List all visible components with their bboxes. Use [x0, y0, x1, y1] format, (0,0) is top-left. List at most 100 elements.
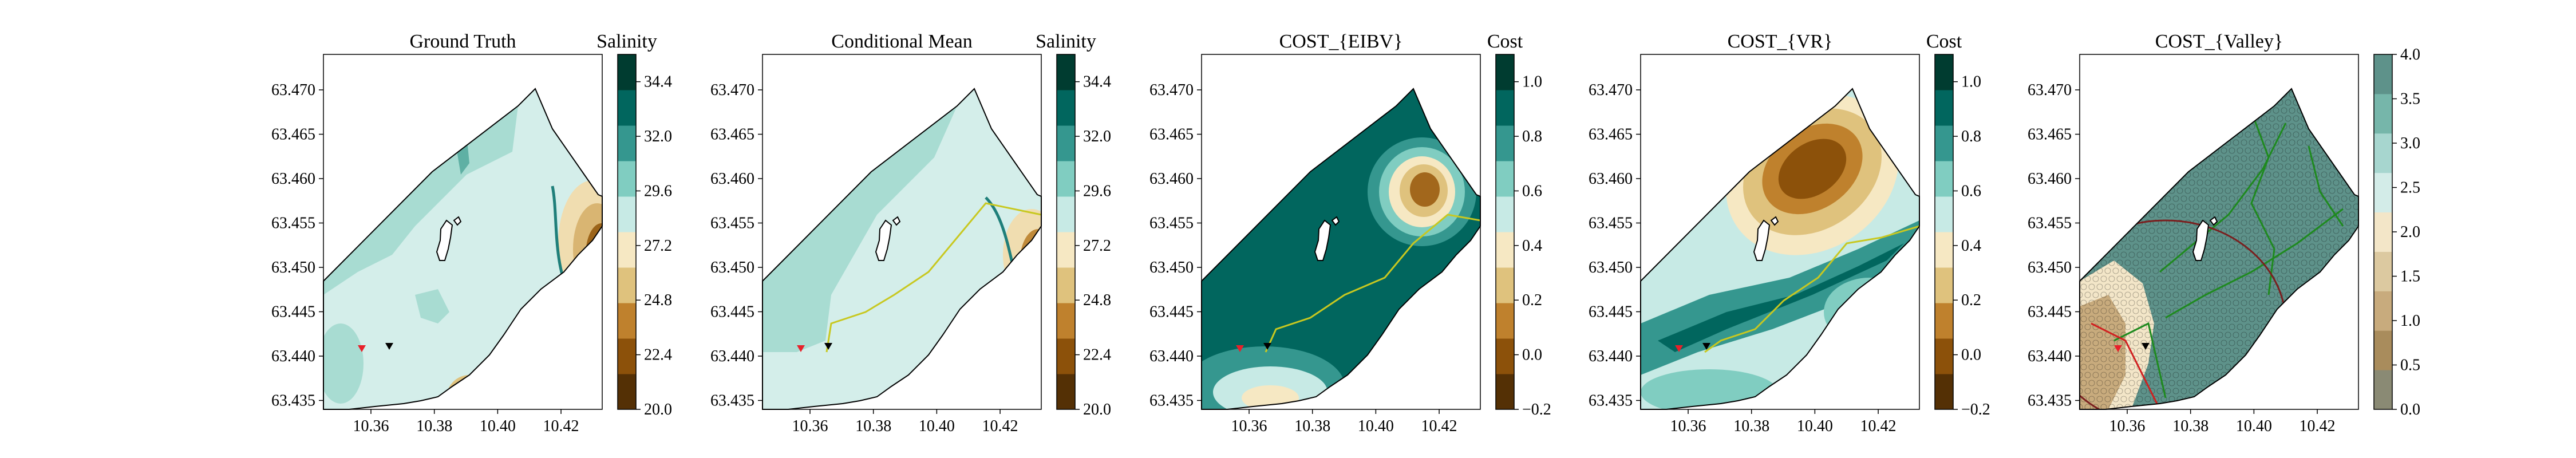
path-line — [825, 202, 1041, 353]
colorbar-tick-label: 24.8 — [1083, 291, 1111, 309]
colorbar-tick-label: 27.2 — [644, 237, 672, 255]
y-tick-label: 63.460 — [2028, 170, 2072, 188]
path-line — [1265, 214, 1480, 353]
y-tick-label: 63.455 — [710, 215, 754, 232]
colorbar-tick-label: 32.0 — [644, 128, 672, 145]
colorbar-tick-label: 3.5 — [2400, 90, 2420, 108]
panel-title: COST_{VR} — [1728, 31, 1833, 52]
colorbar-label: Salinity — [1036, 31, 1096, 52]
y-tick-label: 63.445 — [710, 303, 754, 321]
x-tick-label: 10.42 — [543, 417, 579, 435]
colorbar-tick-label: 1.0 — [1961, 73, 1981, 91]
y-tick-label: 63.460 — [1149, 170, 1194, 188]
start-marker — [1236, 345, 1244, 352]
colorbar-tick-label: 1.0 — [2400, 312, 2420, 330]
y-tick-label: 63.450 — [271, 259, 315, 277]
colorbar-tick-label: 0.6 — [1522, 182, 1542, 200]
colorbar-tick-label: −0.2 — [1522, 401, 1551, 418]
colorbar-tick-label: 0.2 — [1961, 291, 1981, 309]
field-2 — [762, 89, 1041, 409]
colorbar-tick-label: 0.5 — [2400, 357, 2420, 374]
x-tick-label: 10.38 — [1733, 417, 1769, 435]
start-marker — [797, 345, 805, 352]
colorbar-tick-label: 24.8 — [644, 291, 672, 309]
colorbar-label: Salinity — [596, 31, 657, 52]
axes-frame — [1640, 54, 1920, 410]
x-tick-label: 10.40 — [919, 417, 955, 435]
panel-1: Ground Truth 63.435 63.440 63.445 63.450 63.4… — [271, 31, 672, 435]
axes-frame — [762, 54, 1042, 410]
start-marker — [2114, 345, 2122, 352]
colorbar-tick-label: −0.2 — [1961, 401, 1990, 418]
y-tick-label: 63.465 — [1589, 126, 1633, 144]
path-line — [1704, 225, 1919, 353]
current-marker — [1702, 343, 1710, 350]
colorbar-tick-label: 3.0 — [2400, 135, 2420, 152]
x-tick-label: 10.36 — [792, 417, 828, 435]
start-marker — [1675, 345, 1683, 352]
panel-2: Conditional Mean 63.435 63.440 63.445 63.450… — [710, 31, 1111, 435]
x-tick-label: 10.36 — [1670, 417, 1706, 435]
colorbar: 0.0 0.5 1.0 1.5 2.0 2.5 3.0 3.5 4.0 — [2373, 46, 2420, 418]
panel-title: Ground Truth — [409, 31, 516, 52]
y-tick-label: 63.455 — [271, 215, 315, 232]
field-3 — [1202, 89, 1480, 409]
current-marker — [1263, 343, 1271, 350]
x-tick-label: 10.38 — [416, 417, 452, 435]
colorbar-tick-label: 0.0 — [1522, 346, 1542, 364]
colorbar: 20.0 22.4 24.8 27.2 29.6 32.0 34.4 Salinity — [1036, 31, 1111, 418]
colorbar-tick-label: 27.2 — [1083, 237, 1111, 255]
y-tick-label: 63.470 — [1589, 81, 1633, 99]
colorbar-tick-label: 34.4 — [644, 73, 672, 91]
colorbar-tick-label: 0.0 — [2400, 401, 2420, 418]
colorbar-tick-label: 4.0 — [2400, 46, 2420, 64]
y-tick-label: 63.465 — [1149, 126, 1194, 144]
y-tick-label: 63.470 — [271, 81, 315, 99]
y-tick-label: 63.440 — [2028, 348, 2072, 365]
y-tick-label: 63.445 — [2028, 303, 2072, 321]
x-tick-label: 10.36 — [353, 417, 389, 435]
y-tick-label: 63.455 — [1589, 215, 1633, 232]
colorbar-tick-label: 0.6 — [1961, 182, 1981, 200]
y-tick-label: 63.460 — [1589, 170, 1633, 188]
y-tick-label: 63.470 — [1149, 81, 1194, 99]
colorbar-tick-label: 32.0 — [1083, 128, 1111, 145]
colorbar-tick-label: 1.0 — [1522, 73, 1542, 91]
y-tick-label: 63.460 — [271, 170, 315, 188]
colorbar-tick-label: 29.6 — [644, 182, 672, 200]
y-tick-label: 63.440 — [1149, 348, 1194, 365]
y-tick-label: 63.455 — [1149, 215, 1194, 232]
y-tick-label: 63.470 — [2028, 81, 2072, 99]
colorbar-tick-label: 0.4 — [1522, 237, 1542, 255]
y-tick-label: 63.450 — [2028, 259, 2072, 277]
y-tick-label: 63.440 — [710, 348, 754, 365]
colorbar: −0.2 0.0 0.2 0.4 0.6 0.8 1.0 Cost — [1926, 31, 1990, 418]
panel-5: COST_{Valley} 63.435 63.440 63.445 63.450 63.… — [2028, 31, 2420, 435]
x-tick-label: 10.38 — [1294, 417, 1330, 435]
x-tick-label: 10.42 — [1421, 417, 1457, 435]
field-1 — [323, 89, 602, 409]
x-tick-label: 10.40 — [480, 417, 516, 435]
y-tick-label: 63.455 — [2028, 215, 2072, 232]
x-tick-label: 10.38 — [855, 417, 891, 435]
panel-title: COST_{EIBV} — [1279, 31, 1403, 52]
y-tick-label: 63.465 — [271, 126, 315, 144]
y-tick-label: 63.450 — [1589, 259, 1633, 277]
colorbar-label: Cost — [1926, 31, 1962, 52]
colorbar-tick-label: 22.4 — [1083, 346, 1111, 364]
y-tick-label: 63.440 — [271, 348, 315, 365]
panel-title: COST_{Valley} — [2155, 31, 2283, 52]
y-tick-label: 63.435 — [710, 392, 754, 410]
x-tick-label: 10.36 — [1231, 417, 1267, 435]
colorbar: 20.0 22.4 24.8 27.2 29.6 32.0 34.4 Salinity — [596, 31, 672, 418]
region-boundary — [1201, 88, 1481, 410]
current-marker — [2142, 343, 2150, 350]
x-tick-label: 10.40 — [1797, 417, 1833, 435]
panel-title: Conditional Mean — [831, 31, 972, 52]
colorbar-tick-label: 2.5 — [2400, 179, 2420, 197]
colorbar-label: Cost — [1487, 31, 1523, 52]
colorbar-tick-label: 20.0 — [1083, 401, 1111, 418]
axes-frame — [1201, 54, 1481, 410]
y-tick-label: 63.450 — [1149, 259, 1194, 277]
